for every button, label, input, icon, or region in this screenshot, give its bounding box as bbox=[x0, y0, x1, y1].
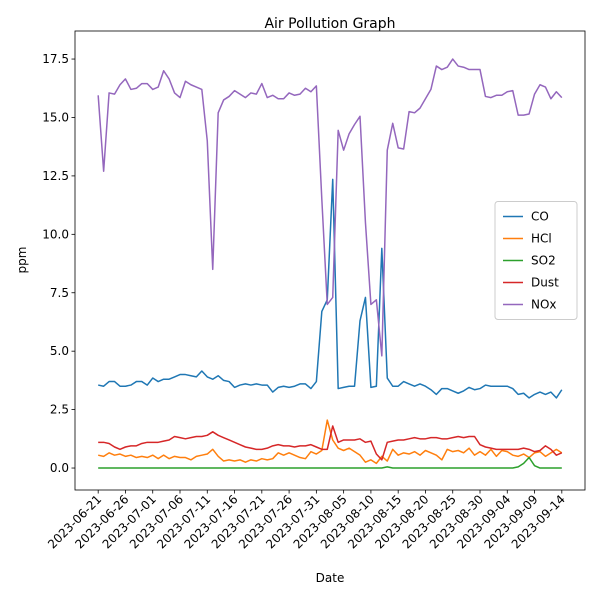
y-tick-label: 10.0 bbox=[42, 227, 69, 241]
y-axis-label: ppm bbox=[15, 247, 29, 274]
legend-label: SO2 bbox=[531, 254, 556, 268]
plot-frame bbox=[74, 30, 586, 491]
series-line bbox=[98, 419, 563, 465]
legend-label: CO bbox=[531, 210, 549, 224]
y-tick-label: 12.5 bbox=[42, 169, 69, 183]
y-tick-label: 5.0 bbox=[50, 344, 69, 358]
legend-label: Dust bbox=[531, 276, 559, 290]
y-tick-label: 15.0 bbox=[42, 110, 69, 124]
legend-label: HCl bbox=[531, 232, 552, 246]
legend-box bbox=[494, 201, 578, 320]
series-line bbox=[98, 425, 563, 461]
series-line bbox=[98, 456, 562, 469]
chart-title: Air Pollution Graph bbox=[264, 16, 395, 32]
series-line bbox=[98, 178, 563, 399]
y-tick-label: 2.5 bbox=[50, 403, 69, 417]
legend: CO HCl SO2 Dust NOx bbox=[494, 201, 578, 320]
y-tick-label: 17.5 bbox=[42, 52, 69, 66]
y-tick-label: 0.0 bbox=[50, 461, 69, 475]
y-tick-label: 7.5 bbox=[50, 286, 69, 300]
x-axis-label: Date bbox=[316, 571, 345, 585]
legend-label: NOx bbox=[531, 298, 557, 312]
series-line bbox=[97, 58, 563, 357]
